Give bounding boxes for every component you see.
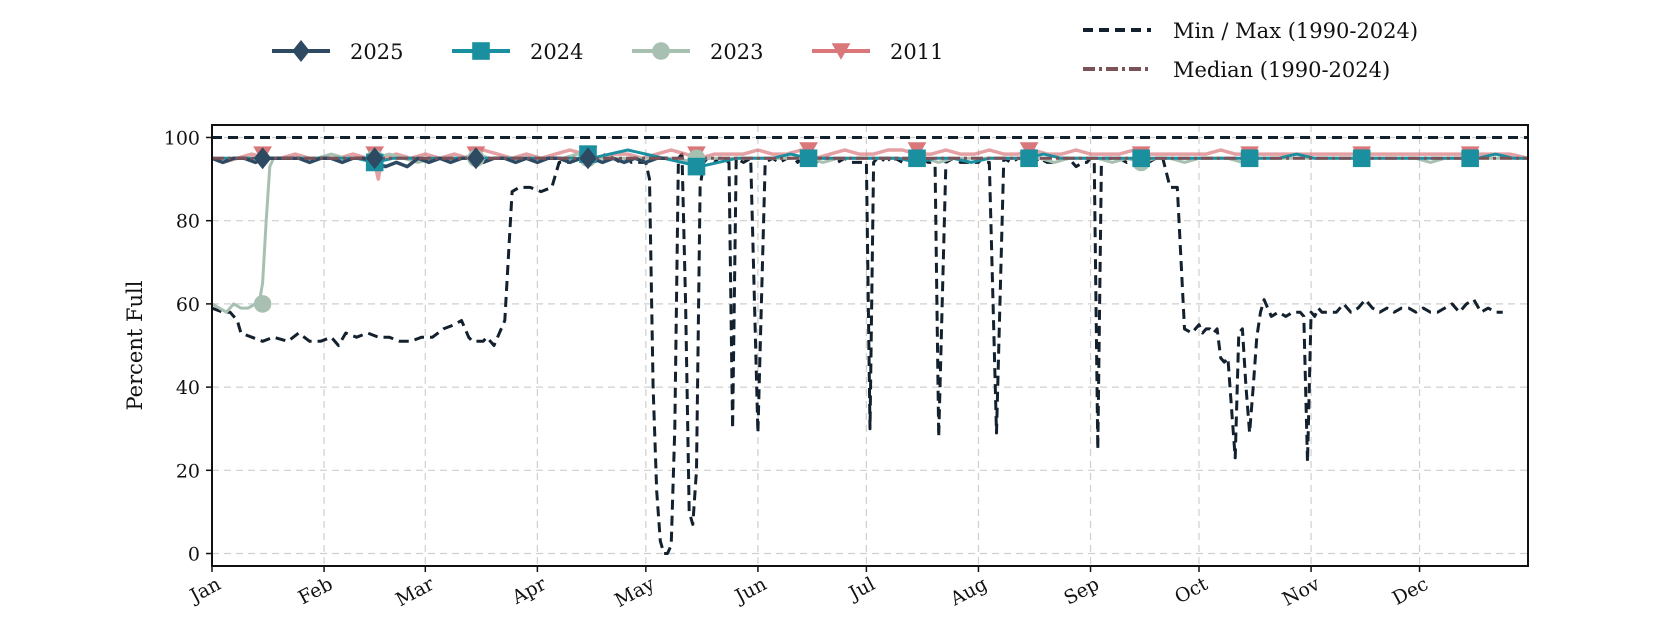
y-tick-label: 20 bbox=[176, 460, 200, 482]
legend-marker-2023 bbox=[652, 42, 670, 60]
series-line-2025 bbox=[211, 156, 668, 169]
legend-marker-2025 bbox=[292, 40, 310, 62]
marker-2023 bbox=[253, 295, 272, 313]
legend-historical: Min / Max (1990-2024) Median (1990-2024) bbox=[1083, 19, 1418, 82]
x-tick-label-sep: Sep bbox=[1060, 573, 1103, 610]
series-markers bbox=[253, 142, 1480, 313]
legend-label-2023: 2023 bbox=[710, 40, 763, 64]
y-axis-ticks: 0 20 40 60 80 100 bbox=[164, 127, 212, 566]
marker-2024 bbox=[1132, 149, 1150, 168]
x-tick-label-jul: Jul bbox=[844, 573, 879, 606]
y-tick-label: 40 bbox=[176, 377, 200, 399]
x-tick-label-dec: Dec bbox=[1389, 573, 1432, 610]
marker-2025 bbox=[253, 147, 272, 170]
legend-marker-2011 bbox=[831, 43, 851, 60]
series-lines bbox=[211, 136, 1529, 555]
marker-2024 bbox=[1020, 149, 1038, 168]
y-axis-label: Percent Full bbox=[123, 280, 147, 410]
y-tick-label: 100 bbox=[164, 127, 200, 149]
marker-2025 bbox=[579, 147, 597, 170]
marker-2024 bbox=[687, 157, 706, 176]
plot-frame bbox=[211, 124, 1529, 567]
x-tick-label-may: May bbox=[611, 573, 658, 612]
legend-label-2011: 2011 bbox=[890, 40, 943, 64]
legend-marker-2024 bbox=[472, 42, 490, 60]
marker-2024 bbox=[1352, 149, 1371, 168]
x-tick-label-oct: Oct bbox=[1171, 573, 1212, 608]
x-tick-label-apr: Apr bbox=[508, 573, 551, 610]
x-tick-label-jun: Jun bbox=[730, 573, 770, 608]
marker-2024 bbox=[1240, 149, 1259, 168]
legend-label-historical: Min / Max (1990-2024) bbox=[1173, 19, 1418, 43]
min-line bbox=[211, 152, 1503, 555]
y-tick-label: 80 bbox=[176, 211, 200, 233]
marker-2025 bbox=[365, 147, 384, 170]
x-tick-label-nov: Nov bbox=[1279, 573, 1324, 611]
x-tick-label-mar: Mar bbox=[392, 573, 438, 612]
x-tick-label-feb: Feb bbox=[295, 573, 337, 609]
marker-2025 bbox=[467, 147, 485, 170]
marker-2024 bbox=[908, 149, 926, 168]
x-tick-label-aug: Aug bbox=[946, 573, 991, 611]
legend-label-2025: 2025 bbox=[350, 40, 403, 64]
marker-2024 bbox=[1461, 149, 1479, 168]
series-line-2023 bbox=[211, 152, 1528, 314]
y-tick-label: 60 bbox=[176, 294, 200, 316]
y-tick-label: 0 bbox=[188, 544, 200, 566]
legend-label-historical: Median (1990-2024) bbox=[1173, 58, 1390, 82]
legend-primary: 2025 2024 2023 2011 bbox=[272, 40, 943, 64]
legend-label-2024: 2024 bbox=[530, 40, 583, 64]
marker-2024 bbox=[799, 149, 818, 168]
plot-area bbox=[211, 124, 1529, 567]
x-tick-label-jan: Jan bbox=[185, 573, 225, 608]
x-axis-ticks: Jan Feb Mar Apr May Jun Jul Aug Sep Oct Nov Dec bbox=[185, 566, 1432, 612]
